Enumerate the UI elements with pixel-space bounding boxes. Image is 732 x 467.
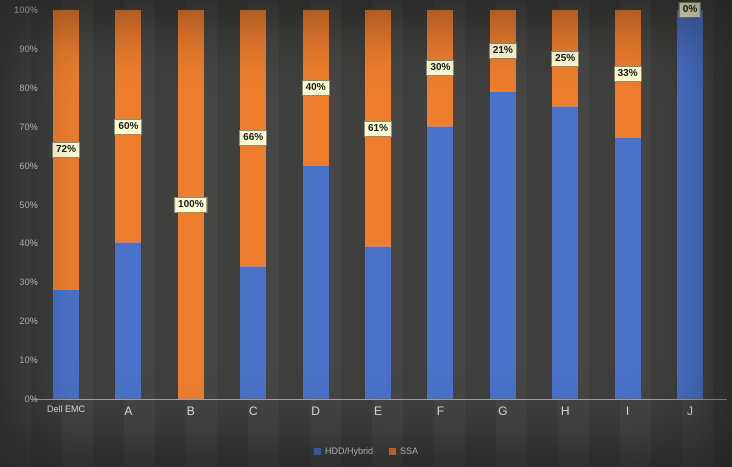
category-label-h: H <box>560 404 570 418</box>
legend-item-ssa[interactable]: SSA <box>389 446 418 456</box>
bar-segment-hdd-hybrid-e[interactable] <box>365 247 391 399</box>
category-label-b: B <box>186 404 195 418</box>
y-axis-tick-label: 80% <box>19 82 38 93</box>
y-axis-tick-label: 60% <box>19 160 38 171</box>
bar-segment-hdd-hybrid-d[interactable] <box>302 165 329 399</box>
data-label-i: 33% <box>613 66 642 83</box>
legend-swatch-blue-icon <box>313 447 321 455</box>
y-axis-tick-label: 10% <box>19 355 38 366</box>
data-label-dell-emc: 72% <box>51 142 81 159</box>
bar-segment-hdd-hybrid-a[interactable] <box>115 243 142 399</box>
data-label-j: 0% <box>678 2 702 18</box>
y-axis-tick-label: 90% <box>19 43 38 54</box>
y-axis-tick-label: 50% <box>19 199 38 210</box>
category-label-e: E <box>373 404 383 418</box>
category-label-g: G <box>498 404 508 418</box>
category-label-dell-emc: Dell EMC <box>46 404 86 414</box>
bar-segment-hdd-hybrid-j[interactable] <box>677 10 703 399</box>
data-label-c: 66% <box>239 130 268 147</box>
legend-label-hdd-hybrid: HDD/Hybrid <box>324 446 373 456</box>
y-axis-tick-label: 70% <box>19 121 38 132</box>
y-axis-tick-label: 30% <box>19 277 38 288</box>
data-label-e: 61% <box>363 120 393 137</box>
category-label-a: A <box>124 404 133 418</box>
data-label-a: 60% <box>114 118 143 135</box>
bar-segment-hdd-hybrid-dell-emc[interactable] <box>53 290 79 399</box>
bar-segment-hdd-hybrid-f[interactable] <box>427 126 454 399</box>
data-label-h: 25% <box>551 50 580 67</box>
bar-segment-hdd-hybrid-c[interactable] <box>240 266 267 399</box>
category-label-f: F <box>436 404 445 418</box>
data-label-g: 21% <box>488 42 517 59</box>
y-axis-tick-label: 100% <box>14 5 38 15</box>
y-axis-tick-label: 40% <box>19 238 38 249</box>
y-axis-tick-label: 20% <box>19 316 38 327</box>
legend-item-hdd-hybrid[interactable]: HDD/Hybrid <box>313 446 373 456</box>
legend-swatch-orange-icon <box>389 447 396 455</box>
legend: HDD/Hybrid SSA <box>0 446 732 456</box>
legend-label-ssa: SSA <box>400 446 419 456</box>
category-label-c: C <box>248 404 258 418</box>
category-label-d: D <box>311 404 320 418</box>
bar-segment-hdd-hybrid-h[interactable] <box>552 107 579 399</box>
category-label-j: J <box>687 404 693 418</box>
data-label-f: 30% <box>426 60 455 77</box>
bar-segment-hdd-hybrid-i[interactable] <box>614 138 641 399</box>
data-label-b: 100% <box>174 196 208 213</box>
category-label-i: I <box>625 404 630 418</box>
data-label-d: 40% <box>301 79 330 96</box>
x-axis-line <box>31 399 727 400</box>
bar-segment-hdd-hybrid-g[interactable] <box>489 91 516 399</box>
